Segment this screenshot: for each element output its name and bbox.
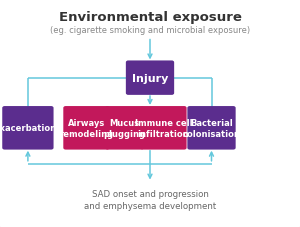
Text: SAD onset and progression
and emphysema development: SAD onset and progression and emphysema … (84, 189, 216, 210)
Text: Immune cell
infiltration: Immune cell infiltration (135, 118, 192, 138)
Text: (eg. cigarette smoking and microbial exposure): (eg. cigarette smoking and microbial exp… (50, 26, 250, 35)
FancyBboxPatch shape (63, 107, 110, 150)
Text: Environmental exposure: Environmental exposure (58, 10, 242, 24)
FancyBboxPatch shape (2, 107, 53, 150)
FancyBboxPatch shape (126, 61, 174, 95)
Text: Mucus
plugging: Mucus plugging (103, 118, 146, 138)
Text: Injury: Injury (132, 73, 168, 83)
Text: Bacterial
colonisation: Bacterial colonisation (183, 118, 240, 138)
FancyBboxPatch shape (140, 107, 187, 150)
Text: Airways
remodeling: Airways remodeling (59, 118, 113, 138)
Text: Exacerbations: Exacerbations (0, 124, 61, 133)
FancyBboxPatch shape (105, 107, 144, 150)
FancyBboxPatch shape (187, 107, 236, 150)
